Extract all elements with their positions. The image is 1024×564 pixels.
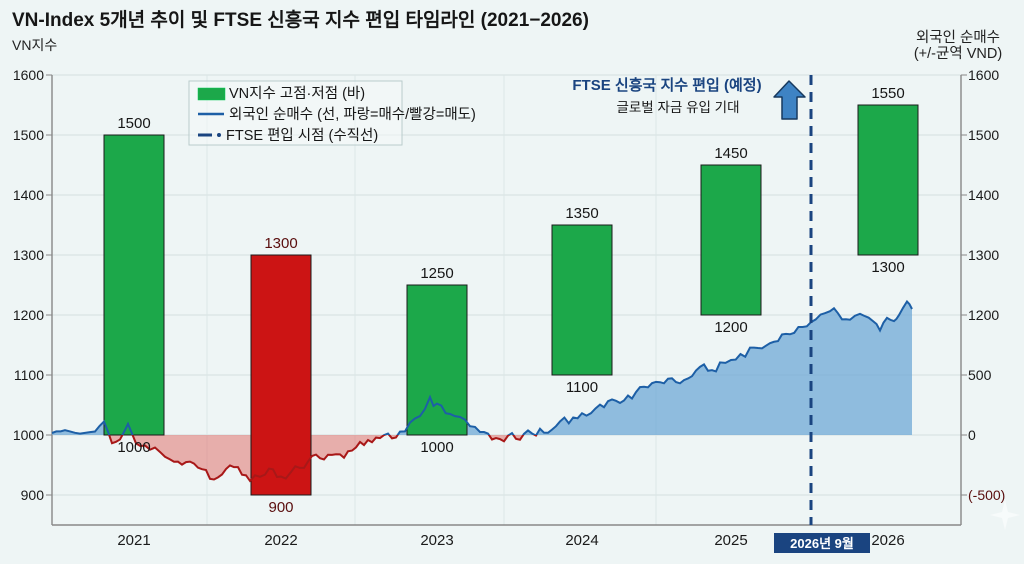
svg-text:1000: 1000: [13, 427, 44, 443]
svg-text:1400: 1400: [968, 187, 999, 203]
svg-text:1000: 1000: [420, 439, 453, 456]
svg-text:1200: 1200: [13, 307, 44, 323]
svg-text:1300: 1300: [13, 247, 44, 263]
svg-text:900: 900: [268, 499, 293, 516]
svg-text:(+/-균역 VND): (+/-균역 VND): [914, 45, 1002, 62]
svg-text:VN-Index 5개년 추이 및 FTSE 신흥국 지수: VN-Index 5개년 추이 및 FTSE 신흥국 지수 편입 타임라인 (2…: [12, 8, 589, 31]
svg-text:1500: 1500: [117, 115, 150, 132]
svg-text:0: 0: [968, 427, 976, 443]
svg-text:1000: 1000: [117, 439, 150, 456]
svg-text:2024: 2024: [565, 532, 598, 549]
svg-text:1500: 1500: [13, 127, 44, 143]
svg-text:FTSE 신흥국 지수 편입 (예정): FTSE 신흥국 지수 편입 (예정): [572, 76, 761, 94]
svg-text:1300: 1300: [968, 247, 999, 263]
svg-text:(-500): (-500): [968, 487, 1005, 503]
svg-text:1400: 1400: [13, 187, 44, 203]
svg-text:1350: 1350: [565, 205, 598, 222]
svg-text:1500: 1500: [968, 127, 999, 143]
svg-text:2026: 2026: [871, 532, 904, 549]
svg-text:1550: 1550: [871, 85, 904, 102]
svg-text:2022: 2022: [264, 532, 297, 549]
svg-text:2025: 2025: [714, 532, 747, 549]
svg-text:FTSE 편입 시점 (수직선): FTSE 편입 시점 (수직선): [226, 127, 378, 144]
svg-text:900: 900: [21, 487, 45, 503]
svg-text:2023: 2023: [420, 532, 453, 549]
svg-text:VN지수 고점·저점 (바): VN지수 고점·저점 (바): [229, 85, 365, 102]
svg-text:1100: 1100: [14, 367, 44, 383]
svg-text:1600: 1600: [13, 67, 44, 83]
svg-text:외국인 순매수 (선, 파랑=매수/빨강=매도): 외국인 순매수 (선, 파랑=매수/빨강=매도): [229, 106, 476, 123]
svg-text:VN지수: VN지수: [12, 37, 57, 53]
svg-text:1300: 1300: [264, 235, 297, 252]
svg-text:1100: 1100: [566, 379, 598, 396]
svg-text:1200: 1200: [714, 319, 747, 336]
svg-text:2021: 2021: [117, 532, 150, 549]
svg-text:1250: 1250: [420, 265, 453, 282]
svg-text:1300: 1300: [871, 259, 904, 276]
svg-text:글로벌 자금 유입 기대: 글로벌 자금 유입 기대: [616, 100, 739, 115]
svg-text:2026년 9월: 2026년 9월: [790, 536, 854, 551]
svg-text:1600: 1600: [968, 67, 999, 83]
svg-text:1450: 1450: [714, 145, 747, 162]
svg-text:외국인 순매수: 외국인 순매수: [916, 29, 1000, 46]
svg-text:500: 500: [968, 367, 992, 383]
svg-text:1200: 1200: [968, 307, 999, 323]
